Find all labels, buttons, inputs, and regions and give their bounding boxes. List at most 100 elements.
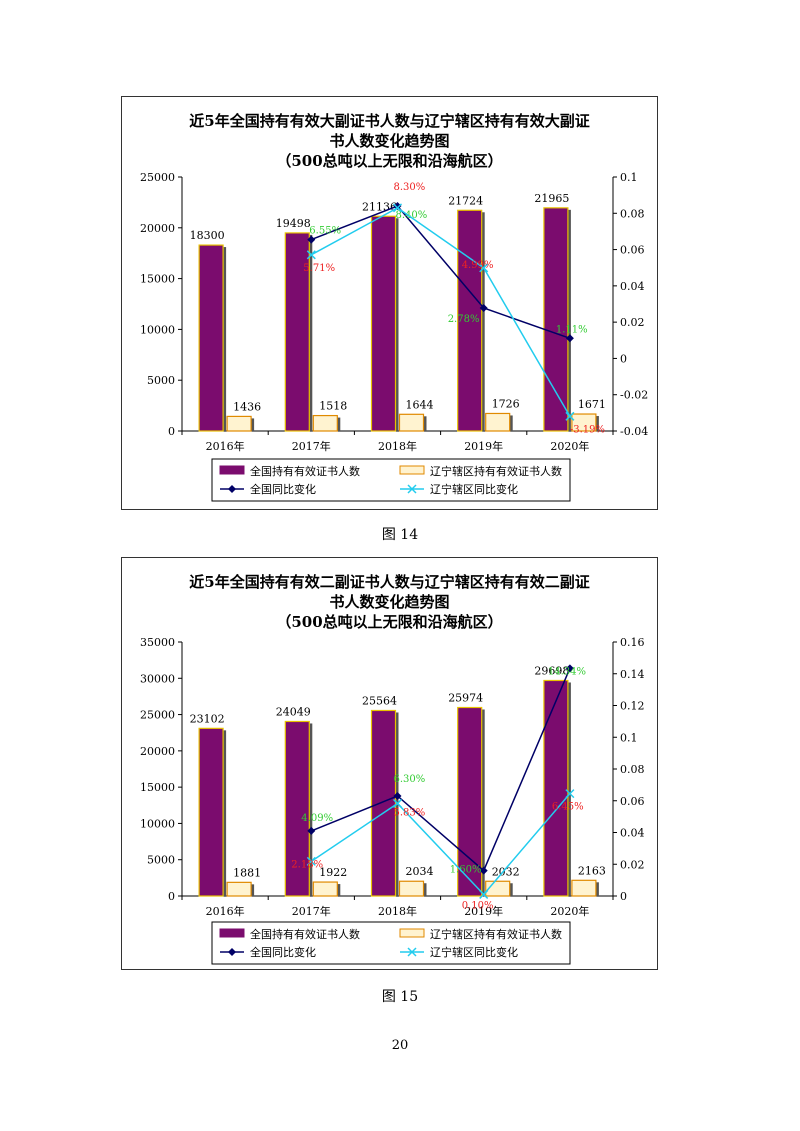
- y-tick-label-right: 0.12: [620, 700, 645, 713]
- legend-marker: [407, 484, 417, 494]
- bar-value-label: 23102: [190, 712, 225, 725]
- chart-svg: 0 5000 10000 15000 20000 25000 -0.04 -0.02 0 0.02…: [140, 171, 648, 502]
- legend-label: 全国持有有效证书人数: [250, 464, 360, 478]
- chart-title-line: （500总吨以上无限和沿海航区）: [276, 152, 503, 170]
- bar-value-label: 29698: [534, 664, 569, 677]
- bar-value-label: 2034: [406, 865, 434, 878]
- bar-value-label: 2032: [492, 865, 520, 878]
- bar: [398, 880, 425, 897]
- bar: [457, 209, 483, 432]
- legend-box: [211, 458, 571, 502]
- bar-value-label: 19498: [276, 217, 311, 230]
- y-tick-label-right: 0.08: [620, 763, 645, 776]
- point-marker-diamond: [307, 826, 316, 835]
- bar: [543, 207, 569, 432]
- y-tick-label-left: 15000: [140, 273, 175, 286]
- bar-value-label: 1922: [319, 866, 347, 879]
- bar-value-label: 1644: [406, 398, 434, 411]
- data-label: 4.99%: [462, 260, 494, 271]
- chart-title-line: 近5年全国持有有效二副证书人数与辽宁辖区持有有效二副证: [189, 573, 590, 591]
- y-tick-label-left: 15000: [140, 781, 175, 794]
- figure-caption: 图 15: [381, 989, 419, 1005]
- legend-label: 辽宁辖区同比变化: [430, 482, 518, 496]
- series-line: [310, 206, 571, 417]
- point-marker-diamond: [565, 334, 574, 343]
- legend-label: 辽宁辖区同比变化: [430, 945, 518, 959]
- legend-swatch: [399, 465, 425, 475]
- bar: [226, 415, 252, 432]
- page-number: 20: [391, 1038, 409, 1053]
- x-tick-label: 2018年: [378, 439, 417, 453]
- bar: [198, 727, 224, 897]
- y-tick-label-left: 25000: [140, 171, 175, 184]
- bar-value-label: 1671: [578, 398, 606, 411]
- y-tick-label-left: 20000: [140, 745, 175, 758]
- x-tick-label: 2020年: [550, 904, 589, 918]
- y-tick-label-left: 0: [168, 890, 175, 903]
- point-marker-x: [565, 411, 575, 421]
- bar: [485, 412, 511, 432]
- data-label: 6.45%: [552, 802, 584, 813]
- bar: [543, 679, 569, 897]
- point-marker-x: [392, 203, 403, 213]
- data-label: 1.60%: [450, 865, 482, 876]
- bar-value-label: 21965: [534, 192, 569, 205]
- bar: [370, 215, 397, 432]
- data-label: 6.30%: [394, 774, 426, 785]
- chart-svg: 0 5000 10000 15000 20000 25000 30000 35000 0 0.02…: [140, 636, 645, 965]
- bar-value-label: 25974: [448, 692, 483, 705]
- point-marker-x: [306, 250, 316, 260]
- data-label: 5.83%: [394, 807, 426, 818]
- bar-value-label: 1436: [233, 400, 261, 413]
- y-tick-label-right: -0.02: [620, 389, 648, 402]
- bar-value-label: 1518: [319, 400, 347, 413]
- point-marker-x: [479, 263, 489, 273]
- x-tick-label: 2018年: [378, 904, 417, 918]
- legend-label: 全国持有有效证书人数: [250, 927, 360, 941]
- y-tick-label-left: 30000: [140, 672, 175, 685]
- series-line: [311, 205, 571, 339]
- bar: [312, 881, 338, 897]
- bar: [198, 244, 224, 432]
- point-marker-x: [479, 889, 489, 899]
- chart-title: 近5年全国持有有效二副证书人数与辽宁辖区持有有效二副证 书人数变化趋势图 （50…: [122, 572, 657, 632]
- x-tick-label: 2019年: [464, 439, 503, 453]
- chart-title-line: 近5年全国持有有效大副证书人数与辽宁辖区持有有效大副证: [189, 112, 590, 130]
- chart-title-line: 书人数变化趋势图: [329, 132, 450, 150]
- y-tick-label-left: 20000: [140, 222, 175, 235]
- legend-marker: [228, 485, 236, 493]
- legend-marker: [407, 947, 417, 957]
- y-tick-label-right: 0.02: [620, 858, 645, 871]
- legend-label: 辽宁辖区持有有效证书人数: [430, 464, 562, 478]
- y-tick-label-right: 0: [620, 352, 627, 365]
- y-tick-label-right: -0.04: [620, 425, 648, 438]
- bar: [398, 413, 425, 432]
- y-tick-label-left: 5000: [147, 374, 175, 387]
- point-marker-diamond: [307, 235, 316, 244]
- bar: [312, 414, 338, 432]
- data-label: 2.78%: [448, 314, 480, 325]
- data-label: 0.10%: [462, 900, 494, 911]
- bar-value-label: 21724: [448, 194, 483, 207]
- data-label: 6.55%: [309, 226, 341, 237]
- y-tick-label-right: 0.06: [620, 244, 645, 257]
- legend-label: 全国同比变化: [250, 945, 316, 959]
- x-tick-label: 2020年: [550, 439, 589, 453]
- legend-label: 全国同比变化: [250, 482, 316, 496]
- bar-value-label: 2163: [578, 864, 606, 877]
- legend-swatch: [219, 928, 245, 938]
- bar: [370, 709, 397, 897]
- point-marker-diamond: [479, 303, 488, 312]
- point-marker-x: [306, 856, 316, 866]
- data-label: -3.19%: [570, 424, 605, 435]
- legend-marker: [228, 948, 236, 956]
- bar-value-label: 25564: [362, 694, 397, 707]
- chart-title-line: 书人数变化趋势图: [329, 593, 450, 611]
- point-marker-diamond: [565, 664, 574, 673]
- y-tick-label-left: 35000: [140, 636, 175, 649]
- point-marker-diamond: [479, 866, 488, 875]
- data-label: 14.34%: [548, 666, 586, 677]
- x-tick-label: 2017年: [292, 439, 331, 453]
- y-tick-label-left: 0: [168, 425, 175, 438]
- chart-title: 近5年全国持有有效大副证书人数与辽宁辖区持有有效大副证 书人数变化趋势图 （50…: [122, 111, 657, 171]
